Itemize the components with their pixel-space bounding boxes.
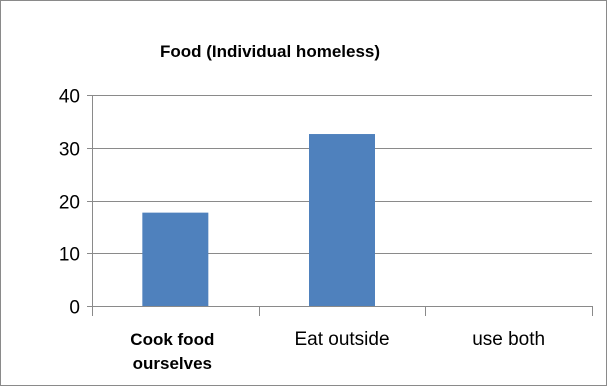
x-tick-label-1: Eat outside: [294, 329, 389, 350]
y-tick-labels: 0 10 20 30 40: [59, 87, 80, 319]
axis-layer: [87, 95, 593, 316]
y-tick-label-10: 10: [59, 245, 80, 266]
bars-layer: [142, 134, 375, 306]
y-tick-label-20: 20: [59, 193, 80, 214]
bar-eat-outside: [309, 134, 375, 306]
y-tick-label-0: 0: [69, 298, 80, 319]
x-tick-label-0: Cook food ourselves: [130, 330, 214, 373]
bar-cook-food-ourselves: [142, 212, 209, 306]
x-tick-labels: Cook food ourselves Eat outside use both: [130, 329, 545, 373]
y-tick-label-40: 40: [59, 87, 80, 108]
chart-title: Food (Individual homeless): [160, 42, 380, 61]
y-tick-label-30: 30: [59, 140, 80, 161]
x-tick-label-2: use both: [472, 329, 545, 350]
